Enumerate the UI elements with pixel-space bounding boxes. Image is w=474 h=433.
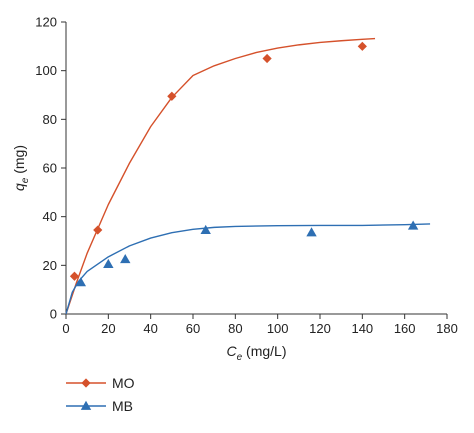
- legend-marker-mb: [80, 400, 92, 410]
- axis-labels: 0 20 40 60 80 100 120 140 160 180 0 20 40 60 80 100 120 C…: [11, 15, 458, 364]
- y-tick-label: 60: [43, 161, 57, 176]
- legend-label-mo: MO: [112, 375, 135, 391]
- data-point-mb: [407, 220, 419, 230]
- fit-curve-mb: [65, 223, 431, 315]
- x-axis-title: Ce (mg/L): [226, 343, 286, 363]
- y-tick-label: 100: [35, 63, 57, 78]
- x-tick-label: 0: [62, 321, 69, 336]
- x-tick-label: 20: [101, 321, 115, 336]
- data-point-mo: [69, 271, 80, 281]
- data-point-mo: [357, 41, 367, 51]
- x-axis-unit: (mg/L): [242, 343, 286, 359]
- y-tick-label: 120: [35, 15, 57, 30]
- y-tick-label: 40: [43, 209, 57, 224]
- x-tick-label: 60: [186, 321, 200, 336]
- x-tick-label: 120: [309, 321, 331, 336]
- data-point-mb: [200, 224, 211, 234]
- fit-curve-mo: [65, 37, 376, 315]
- x-tick-label: 180: [436, 321, 458, 336]
- y-axis-subscript: e: [20, 177, 31, 183]
- x-tick-label: 80: [228, 321, 242, 336]
- legend-label-mb: MB: [112, 398, 133, 414]
- x-tick-label: 140: [351, 321, 373, 336]
- data-point-mb: [120, 254, 131, 264]
- y-tick-label: 0: [50, 307, 57, 322]
- data-point-mb: [75, 277, 87, 287]
- data-points: [69, 41, 419, 287]
- x-tick-label: 40: [143, 321, 157, 336]
- legend: MO MB: [66, 375, 135, 414]
- y-axis-symbol: q: [11, 183, 27, 191]
- data-point-mo: [262, 53, 272, 64]
- data-point-mb: [103, 258, 114, 269]
- y-axis-unit: (mg): [11, 145, 27, 178]
- y-axis-title: qe (mg): [11, 145, 31, 191]
- x-axis-subscript: e: [237, 352, 243, 363]
- data-point-mo: [167, 91, 177, 101]
- data-point-mo: [93, 225, 103, 235]
- x-tick-label: 100: [267, 321, 289, 336]
- legend-marker-mo: [81, 378, 91, 388]
- x-tick-label: 160: [394, 321, 416, 336]
- y-tick-label: 20: [43, 258, 57, 273]
- y-tick-label: 80: [43, 112, 57, 127]
- axes: [61, 21, 448, 319]
- x-axis-symbol: C: [226, 343, 237, 359]
- data-point-mb: [306, 227, 317, 237]
- fit-curves: [65, 37, 431, 315]
